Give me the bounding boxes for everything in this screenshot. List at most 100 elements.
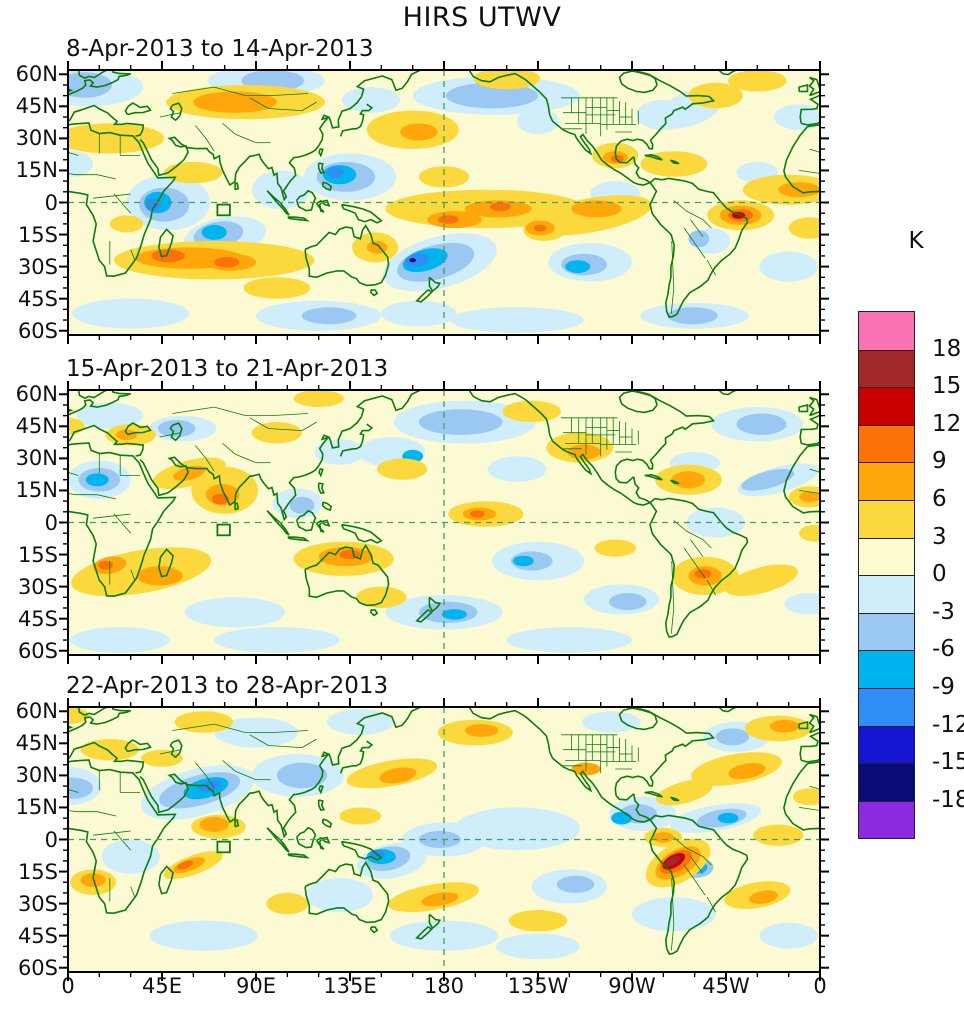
map-svg [59,698,829,981]
coastline [798,83,809,93]
country-border [883,250,887,261]
country-border [68,173,77,176]
coastline [783,123,820,194]
coastline [649,497,749,638]
coastline [158,228,174,258]
country-border [195,762,207,776]
country-border [686,847,704,857]
lat-tick-label: 15N [15,158,58,183]
coastline [318,784,324,795]
country-border [694,242,706,259]
lat-tick-label: 15S [17,222,58,247]
country-border [68,493,77,496]
coastline [415,289,433,303]
lat-tick-label: 60S [17,638,58,663]
coastline [68,104,145,137]
country-border [205,775,215,789]
country-border [671,560,675,609]
country-border [671,877,675,926]
coastline [370,609,379,617]
colorbar-tick-label: -9 [932,674,955,700]
country-border [702,856,712,866]
country-border [68,471,79,476]
colorbar-swatch [859,499,914,538]
country-border [845,194,883,198]
country-border [214,406,246,416]
country-border [671,240,675,289]
coastline [644,153,663,161]
lat-tick-label: 60S [17,318,58,343]
axis-ticks [59,698,829,981]
coastline [266,827,290,853]
colorbar-tick-label: 18 [932,335,962,362]
country-border [222,760,236,772]
colorbar-swatch [859,763,914,801]
lon-tick-label: 180 [423,974,465,998]
coastline [139,70,423,202]
country-border [924,87,964,93]
coastline [68,424,145,457]
coastline [799,414,820,444]
coastline [808,76,820,97]
coastline [295,189,317,212]
coastline [808,713,820,734]
country-border [912,113,933,117]
coastline [169,739,183,759]
colorbar-swatch [859,537,914,576]
lat-tick-label: 45N [15,731,58,756]
study-region-box [216,203,231,217]
coastline [614,707,716,801]
coastline [798,720,809,730]
coastline [799,731,820,761]
country-border [270,413,309,416]
coastline [877,103,902,114]
country-border [234,453,257,464]
colorbar-tick-label: -18 [932,786,964,813]
coastline [649,177,749,318]
map-svg [59,381,829,664]
coastline [287,853,310,859]
country-border [690,856,704,874]
country-border [690,539,704,557]
colorbar-tick-label: 3 [932,523,947,550]
colorbar-tick-label: -15 [932,749,964,776]
coastline [315,836,331,850]
coastlines [68,70,749,318]
colorbar-tick-label: 6 [932,486,947,512]
coastline [295,826,317,849]
colorbar-swatch [859,687,914,726]
country-border [130,249,136,261]
lat-tick-label: 30S [17,574,58,599]
country-border [97,494,117,500]
coastline [295,509,317,532]
lat-tick-label: 0 [44,190,58,215]
country-border [68,151,79,156]
coastline [632,793,651,821]
country-border [686,530,704,540]
country-border [130,886,136,898]
lat-tick-label: 30N [15,126,58,151]
colorbar [858,311,915,840]
coastline [322,818,333,829]
country-border [159,432,181,438]
lat-tick-label: 0 [44,510,58,535]
lon-tick-label: 90E [236,974,276,998]
country-border [130,569,136,581]
map-content [68,70,964,335]
coastline [618,390,658,414]
country-border [93,513,131,519]
panel-1-title: 8-Apr-2013 to 14-Apr-2013 [66,36,374,62]
coastline [798,403,809,413]
coastlines [68,390,749,638]
colorbar-swatch [859,424,914,463]
coastline [670,159,680,165]
country-border [172,406,215,414]
study-region-box [216,840,231,854]
colorbar-swatch [859,349,914,388]
colorbar-swatch [859,800,914,839]
country-border [113,193,132,214]
coastline [169,422,183,442]
lat-tick-label: 15S [17,859,58,884]
coastline [428,913,442,930]
anomaly-map-panel-2 [59,381,829,664]
